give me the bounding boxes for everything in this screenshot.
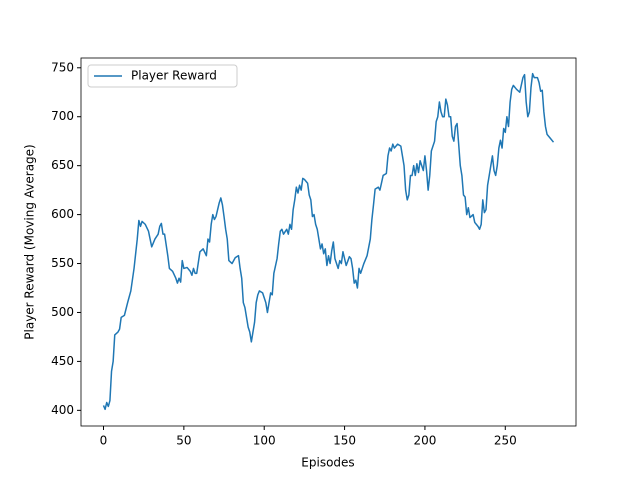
y-tick-label: 550 xyxy=(51,256,74,270)
x-tick-label: 50 xyxy=(176,434,191,448)
y-tick-label: 500 xyxy=(51,305,74,319)
y-tick-label: 450 xyxy=(51,354,74,368)
x-axis-label: Episodes xyxy=(301,456,354,470)
y-tick-label: 700 xyxy=(51,109,74,123)
y-tick-label: 400 xyxy=(51,403,74,417)
x-tick-label: 150 xyxy=(333,434,356,448)
x-tick-label: 200 xyxy=(413,434,436,448)
legend-box xyxy=(87,64,238,88)
plot-frame xyxy=(80,57,577,427)
x-tick-label: 100 xyxy=(253,434,276,448)
x-tick-label: 0 xyxy=(100,434,108,448)
legend-label: Player Reward xyxy=(131,69,217,83)
y-tick-label: 600 xyxy=(51,207,74,221)
y-tick-label: 750 xyxy=(51,60,74,74)
y-axis-label: Player Reward (Moving Average) xyxy=(23,144,37,339)
x-tick-label: 250 xyxy=(494,434,517,448)
y-tick-label: 650 xyxy=(51,158,74,172)
line xyxy=(102,72,555,411)
